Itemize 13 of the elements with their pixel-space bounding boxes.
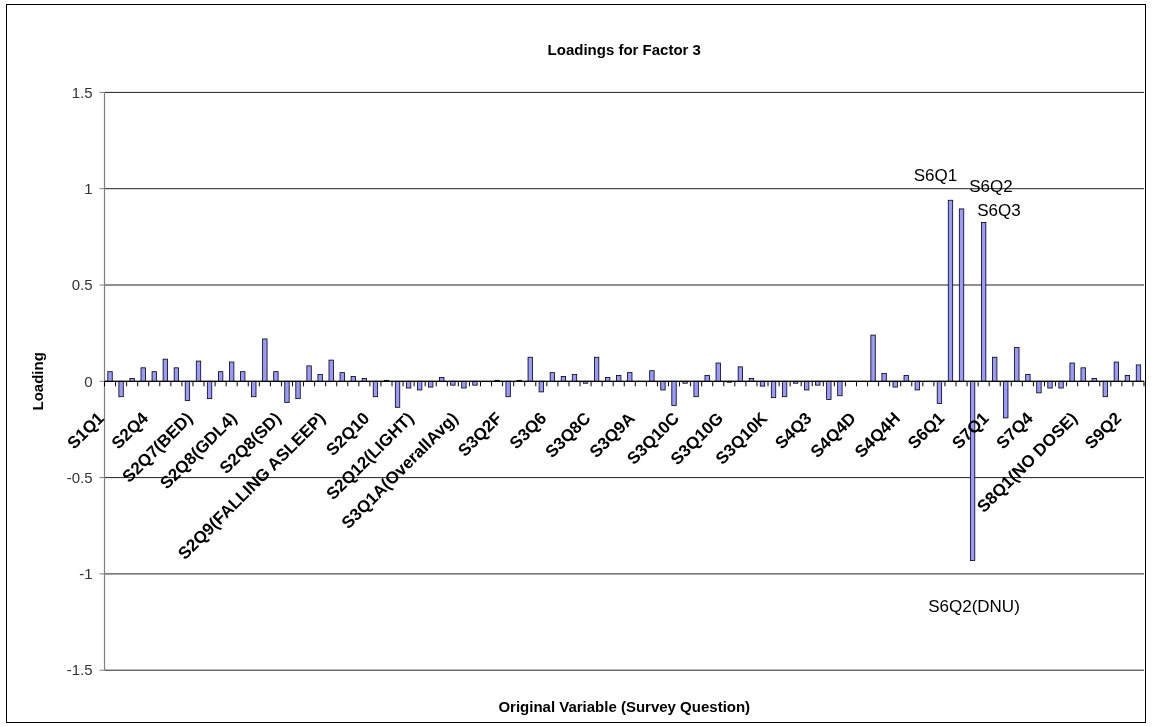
y-tick-label: 1 (84, 179, 93, 197)
annotation: S6Q3 (977, 200, 1021, 220)
y-tick-label: -1 (79, 565, 93, 583)
y-axis-title: Loading (29, 352, 46, 411)
y-tick-label: 1.5 (71, 83, 93, 101)
annotation: S6Q1 (913, 166, 958, 186)
y-tick-label: 0.5 (71, 276, 93, 294)
y-tick-label: -1.5 (66, 661, 93, 679)
x-axis-title: Original Variable (Survey Question) (498, 698, 751, 715)
y-tick-label: -0.5 (66, 468, 93, 486)
chart-title: Loadings for Factor 3 (547, 41, 701, 58)
annotation: S6Q2(DNU) (928, 597, 1020, 617)
y-tick-label: 0 (84, 372, 93, 390)
